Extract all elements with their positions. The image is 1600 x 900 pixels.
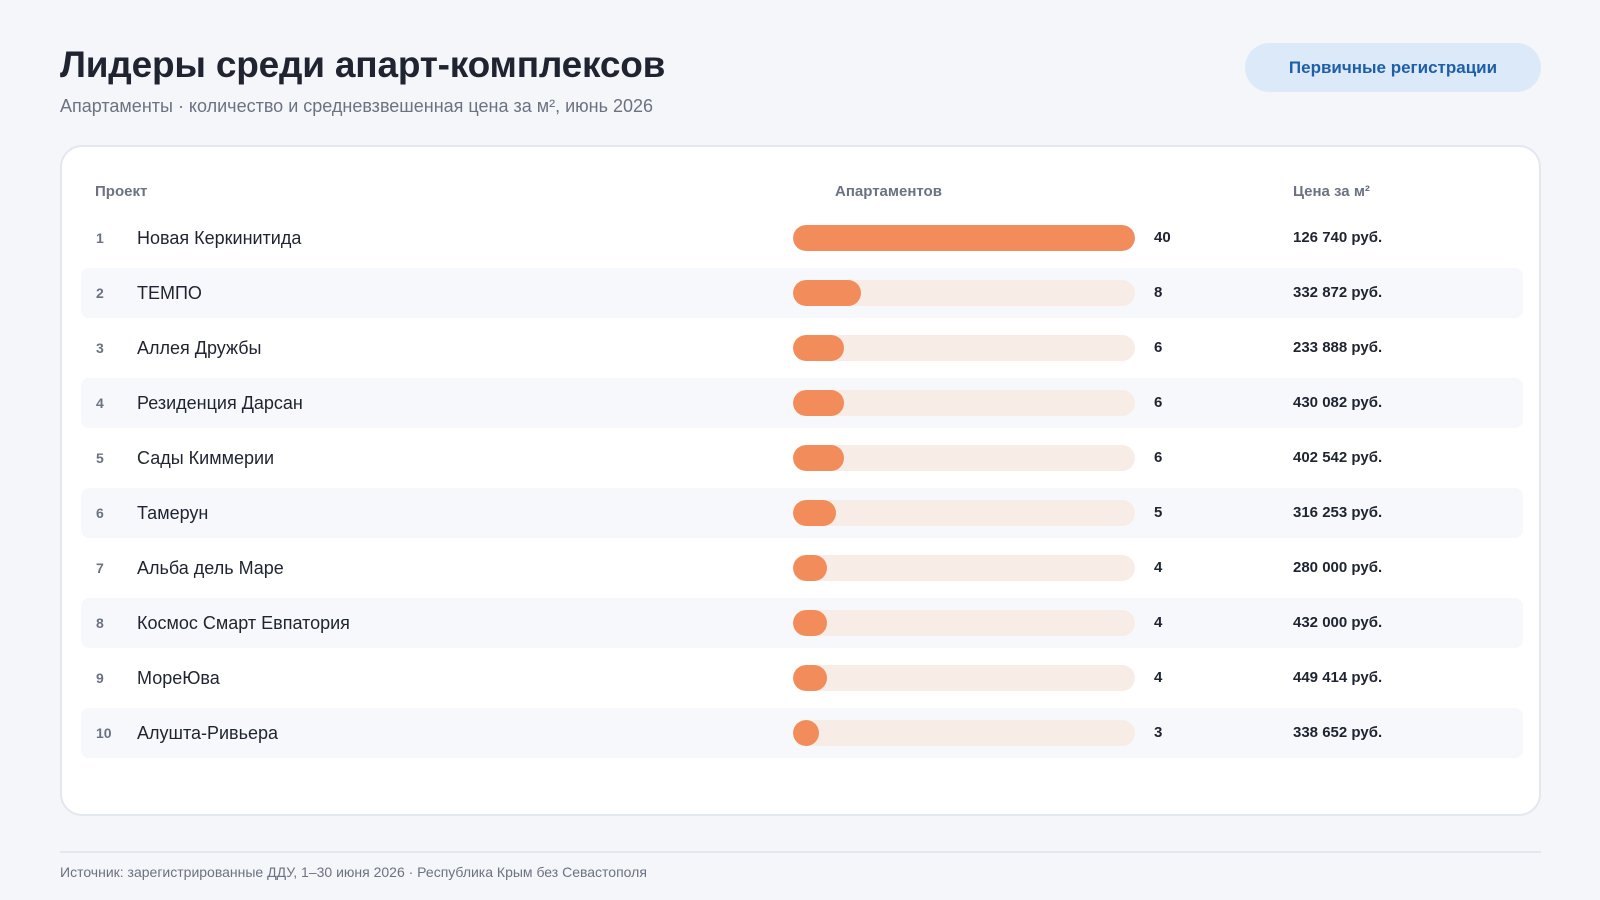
bar-track <box>793 225 1135 251</box>
bar-value-label: 6 <box>1154 339 1163 356</box>
table-row: 9 МореЮва 4 449 414 руб. <box>81 653 1523 703</box>
registration-type-button[interactable]: Первичные регистрации <box>1245 43 1541 92</box>
row-price: 432 000 руб. <box>1293 614 1383 631</box>
bar-track <box>793 555 1135 581</box>
bar-track <box>793 665 1135 691</box>
row-price: 338 652 руб. <box>1293 724 1383 741</box>
bar <box>793 280 862 306</box>
column-header-project: Проект <box>95 183 148 200</box>
row-rank: 8 <box>96 615 104 631</box>
row-price: 316 253 руб. <box>1293 504 1383 521</box>
row-project-name: Алушта-Ривьера <box>137 723 279 743</box>
bar-value-label: 6 <box>1154 394 1163 411</box>
table-row: 7 Альба дель Маре 4 280 000 руб. <box>81 543 1523 593</box>
bar-track <box>793 445 1135 471</box>
bar-track <box>793 720 1135 746</box>
row-price: 280 000 руб. <box>1293 559 1383 576</box>
row-project-name: Резиденция Дарсан <box>137 393 303 413</box>
row-rank: 7 <box>96 560 104 576</box>
row-rank: 1 <box>96 230 104 246</box>
row-project-name: Аллея Дружбы <box>137 338 262 358</box>
row-project-name: ТЕМПО <box>137 283 202 303</box>
row-rank: 2 <box>96 285 104 301</box>
table-row: 5 Сады Киммерии 6 402 542 руб. <box>81 433 1523 483</box>
row-price: 430 082 руб. <box>1293 394 1383 411</box>
bar-value-label: 4 <box>1154 559 1163 576</box>
row-project-name: МореЮва <box>137 668 220 688</box>
table-row: 3 Аллея Дружбы 6 233 888 руб. <box>81 323 1523 373</box>
bar-track <box>793 500 1135 526</box>
bar <box>793 445 845 471</box>
row-rank: 9 <box>96 670 104 686</box>
table-row: 2 ТЕМПО 8 332 872 руб. <box>81 268 1523 318</box>
table-row: 4 Резиденция Дарсан 6 430 082 руб. <box>81 378 1523 428</box>
row-price: 402 542 руб. <box>1293 449 1383 466</box>
column-header-count: Апартаментов <box>835 183 942 200</box>
page-title: Лидеры среди апарт-комплексов <box>60 44 666 85</box>
row-rank: 6 <box>96 505 104 521</box>
page-subtitle: Апартаменты · количество и средневзвешен… <box>60 96 654 116</box>
bar <box>793 225 1135 251</box>
row-price: 233 888 руб. <box>1293 339 1383 356</box>
row-project-name: Космос Смарт Евпатория <box>137 613 350 633</box>
row-project-name: Новая Керкинитида <box>137 228 302 248</box>
bar <box>793 610 828 636</box>
column-header-price: Цена за м² <box>1293 183 1370 200</box>
bar-value-label: 6 <box>1154 449 1163 466</box>
bar <box>793 665 828 691</box>
source-note: Источник: зарегистрированные ДДУ, 1–30 и… <box>60 864 647 880</box>
row-rank: 4 <box>96 395 104 411</box>
table-row: 10 Алушта-Ривьера 3 338 652 руб. <box>81 708 1523 758</box>
row-project-name: Сады Киммерии <box>137 448 275 468</box>
bar-value-label: 5 <box>1154 504 1163 521</box>
row-rank: 5 <box>96 450 104 466</box>
bar-value-label: 4 <box>1154 614 1163 631</box>
row-rank: 10 <box>96 725 112 741</box>
bar <box>793 390 845 416</box>
bar <box>793 555 828 581</box>
bar-value-label: 3 <box>1154 724 1163 741</box>
ranking-rows: 1 Новая Керкинитида 40 126 740 руб. 2 ТЕМПО 8 3… <box>81 213 1523 763</box>
bar <box>793 335 845 361</box>
footer-divider <box>60 851 1541 853</box>
bar-value-label: 4 <box>1154 669 1163 686</box>
table-row: 8 Космос Смарт Евпатория 4 432 000 руб. <box>81 598 1523 648</box>
row-price: 332 872 руб. <box>1293 284 1383 301</box>
bar-track <box>793 390 1135 416</box>
row-price: 126 740 руб. <box>1293 229 1383 246</box>
bar-value-label: 8 <box>1154 284 1163 301</box>
bar-track <box>793 335 1135 361</box>
bar-value-label: 40 <box>1154 229 1171 246</box>
bar-track <box>793 280 1135 306</box>
table-row: 6 Тамерун 5 316 253 руб. <box>81 488 1523 538</box>
bar <box>793 720 819 746</box>
row-project-name: Тамерун <box>137 503 209 523</box>
bar <box>793 500 836 526</box>
row-project-name: Альба дель Маре <box>137 558 284 578</box>
bar-track <box>793 610 1135 636</box>
row-rank: 3 <box>96 340 104 356</box>
row-price: 449 414 руб. <box>1293 669 1383 686</box>
ranking-card: Проект Апартаментов Цена за м² 1 Новая Ке… <box>60 145 1541 816</box>
table-row: 1 Новая Керкинитида 40 126 740 руб. <box>81 213 1523 263</box>
